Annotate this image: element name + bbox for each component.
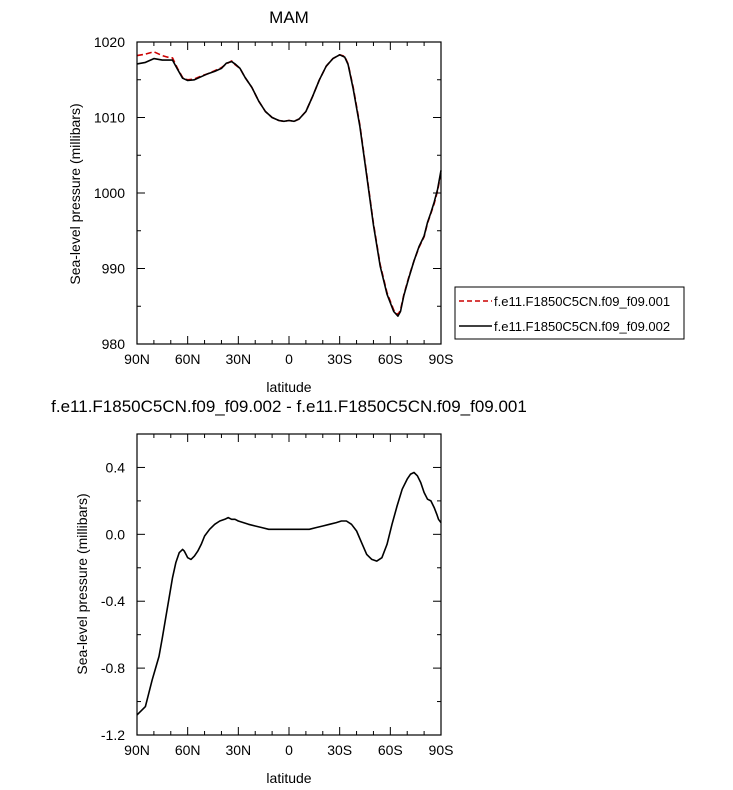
plot-frame (136, 433, 442, 736)
x-tick-label: 90S (429, 351, 454, 367)
legend-box (454, 286, 685, 340)
plot-area: 90N 60N 30N 0 30S 60S 90S -1.2 -0.8 -0.4 0.0 0.4 (101, 433, 454, 758)
y-tick-label: 980 (102, 336, 126, 352)
legend: f.e11.F1850C5CN.f09_f09.001 f.e11.F1850C… (454, 286, 685, 340)
y-tick-label: -0.8 (101, 660, 125, 676)
y-axis-label: Sea-level pressure (millibars) (74, 493, 90, 674)
y-tick-label: 0.0 (106, 526, 126, 542)
difference-panel: f.e11.F1850C5CN.f09_f09.002 - f.e11.F185… (51, 397, 527, 786)
plot-frame (136, 41, 442, 345)
chart-title: MAM (269, 8, 309, 27)
series-line-2 (136, 53, 442, 317)
x-tick-label: 60S (378, 351, 403, 367)
y-tick-label: 1010 (94, 110, 125, 126)
x-tick-label: 90N (124, 351, 150, 367)
y-tick-label: -0.4 (101, 593, 125, 609)
x-tick-label: 30S (327, 742, 352, 758)
x-tick-label: 0 (285, 351, 293, 367)
x-axis-label: latitude (266, 379, 311, 395)
x-tick-label: 60S (378, 742, 403, 758)
x-tick-label: 90N (124, 742, 150, 758)
x-tick-label: 30N (225, 351, 251, 367)
x-tick-label: 90S (429, 742, 454, 758)
x-tick-label: 30S (327, 351, 352, 367)
y-tick-label: 1000 (94, 185, 125, 201)
x-tick-label: 60N (175, 351, 201, 367)
plot-area: 90N 60N 30N 0 30S 60S 90S 980 990 1000 1010 1020 (94, 34, 454, 367)
y-axis-label: Sea-level pressure (millibars) (67, 103, 83, 284)
series-line-1 (136, 50, 442, 316)
x-axis-label: latitude (266, 770, 311, 786)
y-tick-label: -1.2 (101, 727, 125, 743)
legend-label-series-1: f.e11.F1850C5CN.f09_f09.001 (494, 294, 670, 309)
y-tick-label: 0.4 (106, 459, 126, 475)
y-tick-label: 990 (102, 261, 126, 277)
x-tick-label: 60N (175, 742, 201, 758)
x-tick-label: 30N (225, 742, 251, 758)
sea-level-pressure-panel: MAM 90N 60N 30N 0 30S 60S 90S 980 990 1000 1010 102… (67, 8, 453, 395)
legend-label-series-2: f.e11.F1850C5CN.f09_f09.002 (494, 319, 670, 334)
x-tick-label: 0 (285, 742, 293, 758)
chart-title: f.e11.F1850C5CN.f09_f09.002 - f.e11.F185… (51, 397, 527, 416)
y-tick-label: 1020 (94, 34, 125, 50)
series-line-1 (136, 471, 442, 716)
